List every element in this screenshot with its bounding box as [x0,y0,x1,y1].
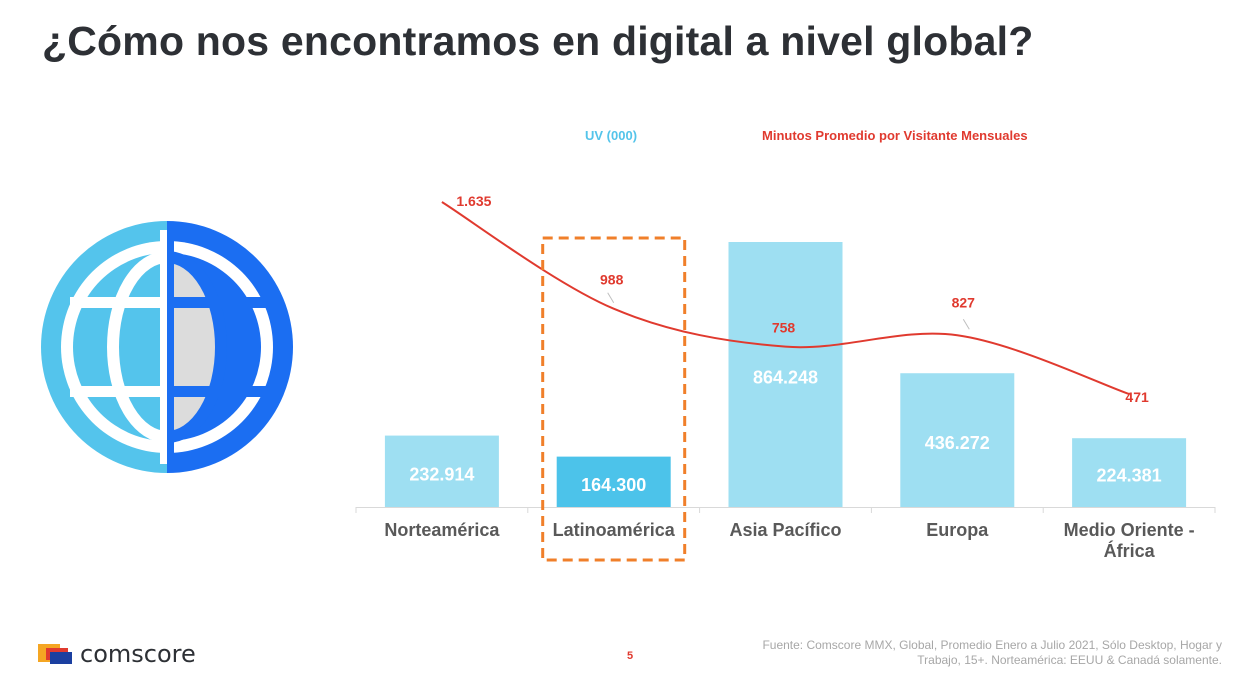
line-data-label: 827 [952,294,976,310]
category-label: Medio Oriente - [1064,520,1195,540]
bar-data-label: 232.914 [409,464,474,484]
leader-line [962,319,970,330]
category-label: Asia Pacífico [729,520,841,540]
bar [556,456,671,507]
line-data-label: 988 [600,272,624,288]
page-number: 5 [627,650,634,662]
category-label: Latinoamérica [553,520,676,540]
line-data-label: 471 [1125,389,1149,405]
bar [384,435,499,507]
globe-icon [41,221,293,473]
page-title: ¿Cómo nos encontramos en digital a nivel… [42,18,1034,64]
minutes-line [441,201,1130,395]
bar [900,373,1015,507]
line-data-label: 1.635 [456,193,491,209]
leader-line [607,292,615,303]
highlight-box [541,236,687,562]
bar-data-label: 864.248 [753,368,818,388]
legend-minutes: Minutos Promedio por Visitante Mensuales [762,128,1028,143]
legend-uv: UV (000) [585,128,638,143]
bar [728,242,843,507]
comscore-logo-icon [38,644,72,664]
bar-data-label: 436.272 [925,433,990,453]
category-label: Europa [926,520,989,540]
line-data-label: 758 [772,320,796,336]
bar-data-label: 164.300 [581,475,646,495]
category-label: África [1104,540,1156,561]
bar [1072,438,1187,507]
source-note: Fuente: Comscore MMX, Global, Promedio E… [762,638,1222,667]
brand-name: comscore [80,640,196,668]
bar-data-label: 224.381 [1097,466,1162,486]
category-label: Norteamérica [384,520,500,540]
